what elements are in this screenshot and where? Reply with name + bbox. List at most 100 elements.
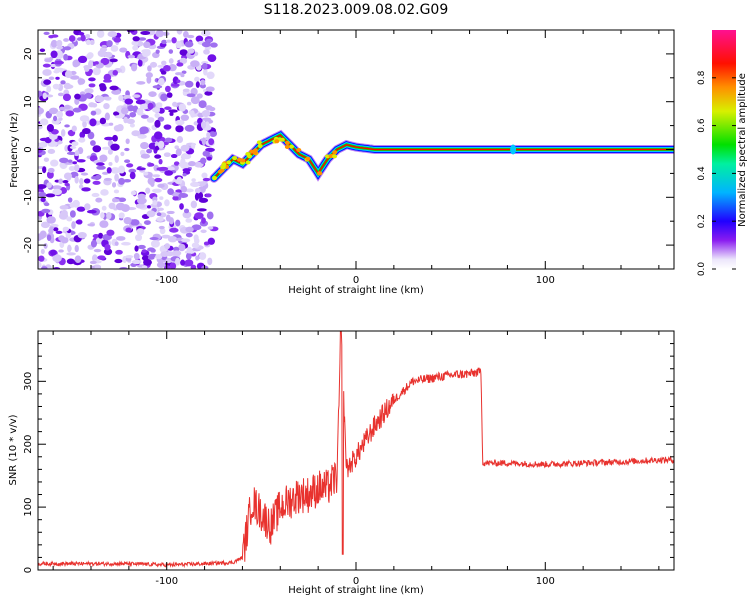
noise-blob: [77, 78, 86, 85]
noise-blob: [143, 171, 149, 176]
noise-blob: [53, 69, 60, 74]
noise-blob: [197, 117, 203, 125]
noise-blob: [112, 69, 118, 76]
noise-blob: [121, 241, 131, 246]
noise-blob: [63, 104, 71, 110]
noise-blob: [163, 65, 171, 72]
noise-blob: [106, 211, 112, 220]
noise-blob: [104, 243, 111, 251]
noise-blob: [106, 229, 115, 236]
noise-blob: [66, 258, 75, 265]
noise-blob: [184, 124, 195, 132]
noise-speckle: [38, 30, 219, 269]
noise-blob: [69, 75, 80, 80]
noise-blob: [146, 148, 153, 154]
snr-ytick-label: 200: [23, 435, 34, 454]
noise-blob: [140, 141, 149, 150]
noise-blob: [63, 46, 72, 51]
noise-blob: [137, 59, 143, 67]
noise-blob: [38, 141, 48, 148]
noise-blob: [50, 249, 57, 256]
noise-blob: [52, 254, 62, 263]
noise-blob: [113, 111, 120, 116]
noise-blob: [97, 255, 106, 260]
snr-ticks: -100 0 100 0 100 200 300: [23, 330, 674, 587]
noise-blob: [66, 151, 77, 155]
noise-blob: [88, 77, 96, 82]
noise-blob: [77, 232, 87, 239]
noise-blob: [198, 197, 209, 203]
noise-blob: [171, 37, 177, 44]
noise-blob: [64, 82, 71, 90]
noise-blob: [181, 153, 192, 160]
noise-blob: [46, 123, 54, 132]
noise-blob: [180, 259, 186, 266]
noise-blob: [124, 147, 130, 152]
noise-blob: [48, 34, 54, 39]
noise-blob: [191, 142, 196, 150]
noise-blob: [131, 130, 141, 137]
noise-blob: [60, 209, 68, 217]
noise-blob: [206, 211, 214, 220]
noise-blob: [164, 106, 172, 110]
noise-blob: [202, 177, 211, 182]
spectrogram-ytick-label: -20: [23, 237, 34, 253]
noise-blob: [180, 73, 185, 78]
noise-blob: [41, 266, 48, 269]
noise-blob: [154, 154, 162, 159]
noise-blob: [72, 161, 78, 165]
trace-blob: [284, 145, 290, 150]
noise-blob: [113, 37, 122, 43]
noise-blob: [127, 105, 135, 112]
noise-blob: [117, 165, 126, 174]
noise-blob: [175, 148, 182, 157]
noise-blob: [152, 200, 158, 206]
noise-blob: [136, 55, 147, 60]
noise-blob: [186, 246, 193, 254]
spectrogram-xlabel: Height of straight line (km): [288, 285, 424, 296]
trace-blob: [296, 147, 302, 152]
noise-blob: [200, 157, 207, 164]
noise-blob: [120, 204, 130, 212]
noise-blob: [190, 96, 200, 105]
noise-blob: [187, 48, 195, 54]
noise-blob: [38, 261, 42, 269]
noise-blob: [183, 208, 190, 214]
noise-blob: [163, 124, 172, 130]
noise-blob: [99, 117, 107, 125]
noise-blob: [120, 151, 125, 157]
noise-blob: [179, 57, 188, 64]
trace-spot: [510, 144, 517, 155]
noise-blob: [111, 89, 121, 95]
noise-blob: [207, 257, 213, 266]
spectrogram-xtick-label: -100: [155, 275, 178, 286]
noise-blob: [46, 171, 54, 179]
trace-blob: [317, 171, 323, 176]
noise-blob: [129, 123, 135, 128]
noise-blob: [164, 137, 173, 143]
noise-blob: [208, 106, 216, 112]
noise-blob: [164, 199, 170, 207]
noise-blob: [156, 212, 162, 217]
noise-blob: [98, 232, 104, 239]
noise-blob: [86, 53, 93, 60]
noise-blob: [118, 177, 126, 185]
noise-blob: [141, 50, 150, 58]
noise-blob: [97, 49, 107, 57]
noise-blob: [38, 184, 47, 190]
noise-blob: [52, 188, 63, 196]
noise-blob: [56, 45, 64, 50]
noise-blob: [113, 124, 122, 132]
colorbar-tick-label: 0.6: [697, 118, 707, 133]
noise-blob: [170, 83, 180, 87]
noise-blob: [169, 227, 179, 233]
figure-title: S118.2023.009.08.02.G09: [264, 2, 449, 18]
noise-blob: [118, 94, 124, 102]
noise-blob: [89, 155, 98, 162]
noise-blob: [201, 217, 206, 224]
noise-blob: [132, 36, 140, 42]
noise-blob: [104, 136, 114, 141]
noise-blob: [64, 144, 69, 152]
noise-blob: [180, 144, 190, 152]
noise-blob: [201, 41, 211, 48]
